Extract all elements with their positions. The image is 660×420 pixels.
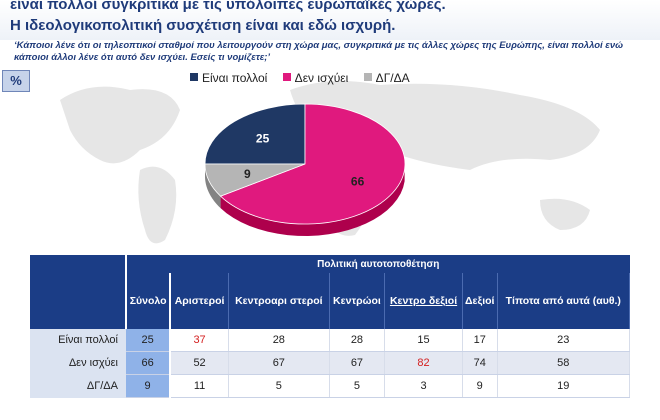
row-label: Δεν ισχύει <box>30 351 126 375</box>
cell: 19 <box>497 374 631 398</box>
cell: 67 <box>228 351 330 375</box>
col-header-right: Δεξιοί <box>462 273 498 329</box>
col-header-center-right: Κεντρο δεξιοί <box>384 273 463 329</box>
title-line-2: Η ιδεολογικοπολιτική συσχέτιση είναι και… <box>10 17 396 34</box>
cell: 52 <box>170 351 229 375</box>
legend-swatch <box>190 73 198 81</box>
table-corner <box>30 255 127 329</box>
pie-slice <box>204 163 306 197</box>
cell: 67 <box>329 351 386 375</box>
legend-label: ΔΓ/ΔΑ <box>375 71 410 85</box>
cell: 74 <box>462 351 498 375</box>
pie-value-label: 66 <box>351 174 365 188</box>
pie-value-label: 9 <box>244 167 251 181</box>
pie-slice <box>219 103 406 225</box>
table-row: ΔΓ/ΔΑ 9 11 5 5 3 9 19 <box>30 374 631 398</box>
results-table: Πολιτική αυτοτοποθέτηση Σύνολο Αριστεροί… <box>30 255 631 398</box>
cell-total: 25 <box>126 329 172 352</box>
cell: 37 <box>170 329 229 352</box>
col-header-center: Κεντρώοι <box>329 273 386 329</box>
legend-swatch <box>363 73 372 81</box>
cell: 11 <box>170 374 229 398</box>
col-header-none: Τίποτα από αυτά (αυθ.) <box>497 273 631 329</box>
cell: 28 <box>228 329 330 352</box>
cell-total: 9 <box>126 374 172 398</box>
survey-question: ‘Κάποιοι λένε ότι οι τηλεοπτικοί σταθμοί… <box>14 40 624 63</box>
pie-slice-side <box>220 169 405 236</box>
table-row: Δεν ισχύει 66 52 67 67 82 74 58 <box>30 351 631 375</box>
table-row: Είναι πολλοί 25 37 28 28 15 17 23 <box>30 329 631 352</box>
cell: 82 <box>384 351 463 375</box>
group-header: Πολιτική αυτοτοποθέτηση <box>126 255 630 273</box>
legend-label: Δεν ισχύει <box>294 71 349 85</box>
cell: 23 <box>497 329 631 352</box>
slide-header: είναι πολλοί συγκριτικά με τις υπόλοιπες… <box>0 0 660 40</box>
legend-label: Είναι πολλοί <box>202 71 268 85</box>
cell: 3 <box>384 374 463 398</box>
cell: 5 <box>228 374 330 398</box>
legend-item: ΔΓ/ΔΑ <box>363 71 410 85</box>
col-header-center-left: Κεντροαρι στεροί <box>228 273 330 329</box>
legend-item: Δεν ισχύει <box>282 71 349 85</box>
col-header-left: Αριστεροί <box>170 273 229 329</box>
pie-chart: 25 66 9 <box>204 103 406 236</box>
title-line-1: είναι πολλοί συγκριτικά με τις υπόλοιπες… <box>10 0 446 13</box>
legend-swatch <box>282 73 291 81</box>
row-label: ΔΓ/ΔΑ <box>30 374 126 398</box>
pie-value-label: 25 <box>256 132 270 146</box>
cell: 58 <box>497 351 631 375</box>
cell: 5 <box>329 374 386 398</box>
cell: 28 <box>329 329 386 352</box>
percent-badge: % <box>2 70 30 92</box>
cell: 9 <box>462 374 498 398</box>
pie-slice-side <box>205 164 221 209</box>
row-label: Είναι πολλοί <box>30 329 126 352</box>
legend-item: Είναι πολλοί <box>190 71 267 85</box>
cell: 17 <box>462 329 498 352</box>
col-header-total: Σύνολο <box>126 273 172 329</box>
cell: 15 <box>384 329 463 352</box>
cell-total: 66 <box>126 351 172 375</box>
chart-legend: Είναι πολλοί Δεν ισχύει ΔΓ/ΔΑ <box>190 71 422 85</box>
pie-slice <box>204 103 306 165</box>
